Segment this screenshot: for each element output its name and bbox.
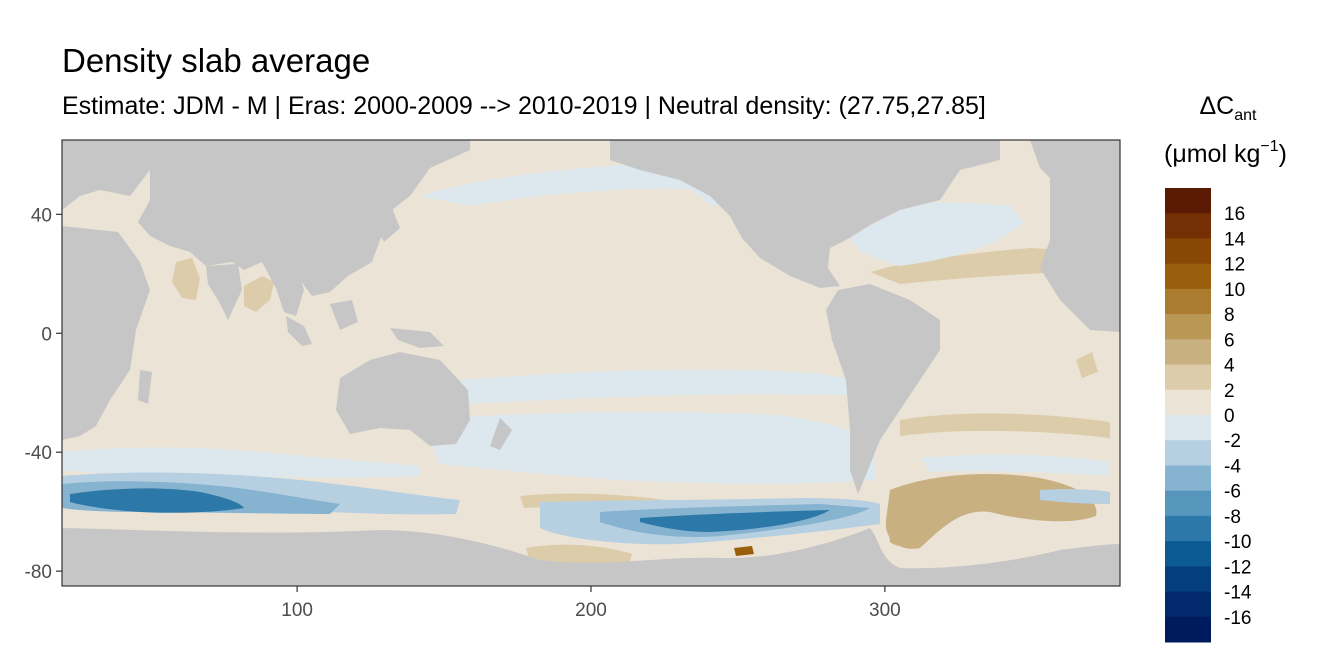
land-indochina	[262, 262, 304, 316]
land-new-zealand	[490, 418, 512, 450]
region-atlantic-sector-cool	[1040, 489, 1110, 504]
region-indian-core-cool	[70, 488, 244, 513]
legend-break-label: 2	[1224, 381, 1235, 402]
region-gulf-guinea	[1076, 352, 1098, 378]
legend-color-bin	[1165, 188, 1211, 214]
land-masses	[62, 140, 1120, 586]
region-pacific-core-cool	[640, 510, 830, 532]
land-sumatra	[286, 316, 312, 346]
legend-break-label: 10	[1224, 280, 1245, 301]
legend-unit-close: )	[1279, 140, 1287, 168]
legend-color-bin	[1165, 541, 1211, 567]
legend-color-bin	[1165, 616, 1211, 643]
land-south-america	[826, 284, 940, 494]
legend-break-label: 0	[1224, 406, 1235, 427]
land-eurasia	[138, 140, 470, 296]
x-tick-label: 100	[281, 600, 313, 621]
legend-color-bin	[1165, 364, 1211, 391]
land-new-guinea	[390, 328, 444, 348]
y-tick-label: 0	[41, 324, 52, 345]
legend-color-bin	[1165, 465, 1211, 492]
legend-color-bin	[1165, 213, 1211, 239]
region-arabian-sea	[172, 258, 200, 300]
negative-anomaly-regions	[62, 164, 1110, 545]
legend-color-bin	[1165, 288, 1211, 315]
legend-break-label: -12	[1224, 557, 1251, 578]
legend: ΔCant (μmol kg−1) 16 14 12 10 8 6 4 2 0 -2 -4 -6 -8 -10…	[1164, 92, 1287, 643]
land-africa	[62, 140, 150, 210]
legend-break-label: 4	[1224, 356, 1235, 377]
plot-panel	[61, 139, 1121, 587]
legend-break-label: -4	[1224, 456, 1241, 477]
legend-break-label: 8	[1224, 305, 1235, 326]
legend-break-label: -8	[1224, 507, 1241, 528]
land-north-america	[610, 140, 1000, 288]
region-south-pacific-band	[460, 369, 863, 404]
x-tick-label: 200	[575, 600, 607, 621]
legend-break-label: 12	[1224, 255, 1245, 276]
land-japan	[372, 208, 400, 242]
legend-color-bin	[1165, 566, 1211, 593]
chart-title: Density slab average	[62, 42, 371, 79]
land-africa-east	[62, 226, 150, 440]
legend-unit-main: (μmol kg	[1164, 140, 1260, 168]
legend-break-label: -16	[1224, 608, 1251, 629]
legend-color-bin	[1165, 339, 1211, 366]
legend-break-label: -14	[1224, 583, 1252, 604]
land-antarctica	[62, 528, 1120, 586]
chart-subtitle: Estimate: JDM - M | Eras: 2000-2009 --> …	[62, 92, 986, 120]
legend-title-unit: (μmol kg−1)	[1164, 138, 1287, 168]
legend-unit-superscript: −1	[1260, 138, 1278, 155]
legend-color-bin	[1165, 440, 1211, 466]
region-amundsen-spot	[734, 546, 754, 556]
x-tick-label: 300	[869, 600, 901, 621]
region-southern-ocean-pacific	[420, 412, 876, 484]
legend-break-label: 14	[1224, 229, 1246, 250]
legend-break-label: 6	[1224, 330, 1235, 351]
legend-break-label: -6	[1224, 482, 1241, 503]
legend-title-subscript: ant	[1234, 107, 1257, 124]
legend-color-bin	[1165, 389, 1211, 416]
legend-color-bin	[1165, 515, 1211, 542]
legend-color-bin	[1165, 591, 1211, 618]
legend-color-bin	[1165, 415, 1211, 441]
legend-color-bin	[1165, 490, 1211, 517]
region-south-atlantic-cool	[920, 454, 1110, 476]
region-weddell-core	[920, 481, 994, 505]
region-southern-ocean-indian	[62, 447, 420, 478]
legend-title-symbol: ΔCant	[1199, 92, 1257, 124]
y-tick-label: -80	[25, 562, 52, 583]
land-madagascar	[138, 370, 152, 404]
y-tick-label: 40	[31, 205, 52, 226]
land-europe	[1040, 170, 1120, 332]
legend-color-bin	[1165, 263, 1211, 290]
legend-break-label: -10	[1224, 532, 1251, 553]
y-tick-label: -40	[25, 443, 52, 464]
land-borneo	[330, 300, 358, 330]
region-bay-of-bengal	[244, 276, 274, 312]
legend-color-bin	[1165, 314, 1211, 340]
legend-break-label: 16	[1224, 204, 1245, 225]
region-north-pacific-rim	[420, 164, 713, 206]
legend-break-label: -2	[1224, 431, 1241, 452]
region-northwest-atlantic	[838, 202, 1024, 266]
land-australia	[336, 352, 470, 446]
region-weddell-west	[888, 520, 924, 547]
region-south-atlantic-band	[900, 413, 1110, 438]
region-north-atlantic	[870, 248, 1064, 284]
legend-color-bin	[1165, 238, 1211, 265]
land-india	[206, 264, 242, 320]
